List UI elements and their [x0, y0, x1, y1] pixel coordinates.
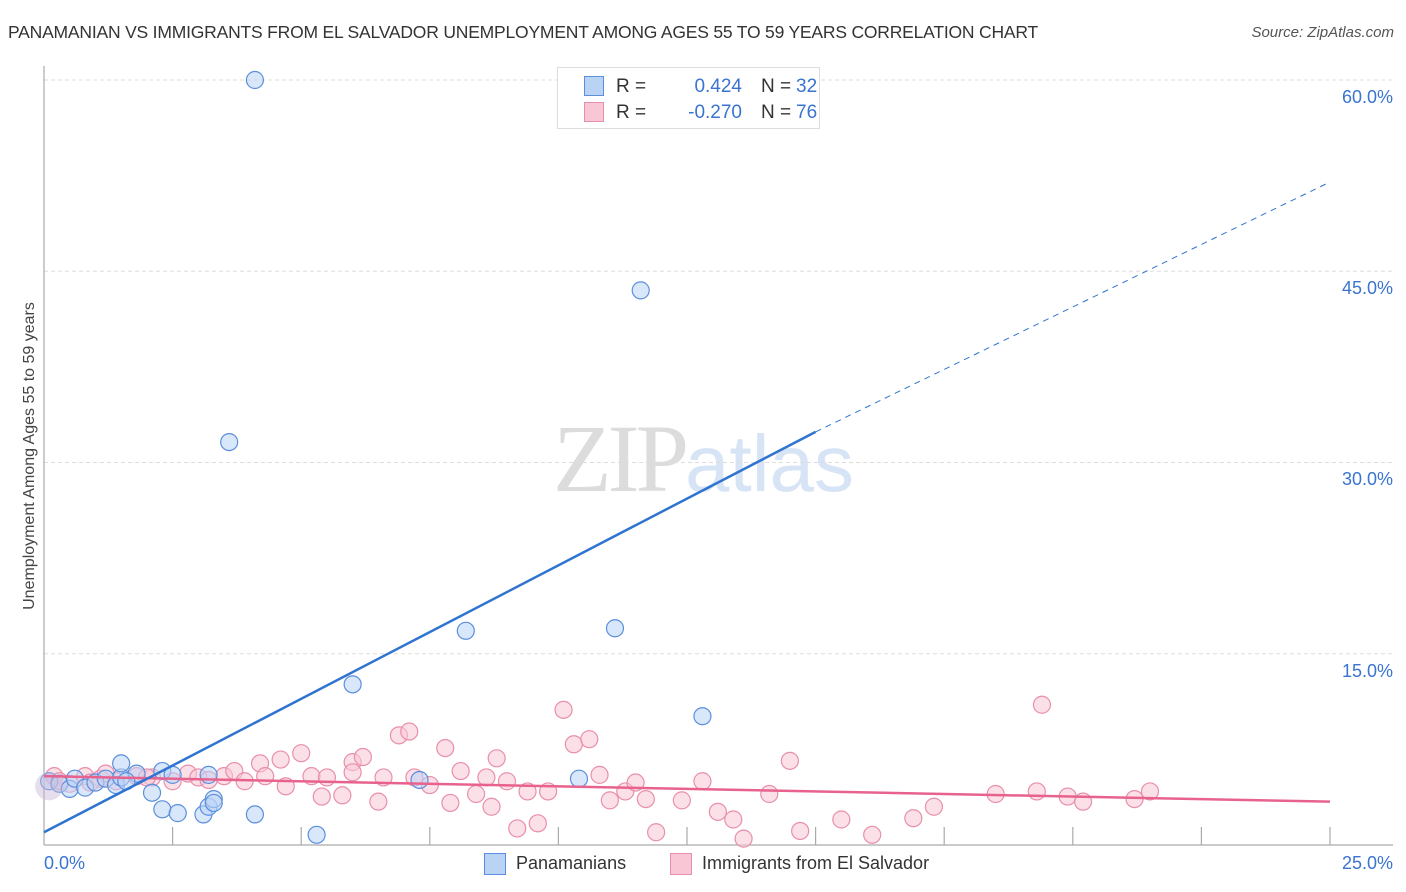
data-point [791, 821, 810, 841]
data-point [112, 754, 131, 773]
data-point [636, 789, 655, 809]
data-point [312, 787, 331, 806]
data-point [466, 784, 486, 804]
data-point [292, 744, 311, 763]
data-point [554, 700, 573, 719]
data-point [600, 791, 619, 810]
data-point [508, 819, 527, 838]
data-point [333, 786, 352, 805]
data-point [518, 782, 537, 801]
x-tick-min: 0.0% [44, 853, 86, 873]
n-value: 32 [796, 76, 818, 97]
trend-line-el-salvador [43, 774, 1331, 803]
data-point [482, 797, 501, 816]
data-point [343, 763, 362, 782]
gridlines [44, 79, 1393, 655]
data-point [647, 823, 666, 842]
legend-label: Immigrants from El Salvador [702, 853, 930, 873]
r-value: -0.270 [688, 102, 742, 123]
data-point [605, 619, 625, 638]
data-point [317, 768, 337, 787]
data-point [220, 433, 239, 452]
data-point [863, 825, 882, 844]
data-point [724, 810, 743, 829]
axes [43, 66, 1393, 846]
data-point [245, 805, 265, 824]
trend-line-panamanians-extrapolated [815, 181, 1331, 433]
y-tick-30: 30.0% [1341, 469, 1393, 489]
data-point [487, 749, 506, 768]
panamanians-swatch-icon [584, 76, 604, 96]
el-salvador-swatch-icon [584, 102, 604, 122]
data-point [168, 804, 187, 823]
y-tick-15: 15.0% [1341, 661, 1393, 681]
data-point [1140, 782, 1160, 801]
series-panamanians-points [35, 70, 712, 844]
data-point [142, 783, 162, 802]
data-point [590, 765, 609, 784]
data-point [1027, 782, 1046, 801]
data-point [199, 765, 218, 784]
r-label: R = [616, 76, 647, 97]
data-point [353, 747, 373, 767]
data-point [343, 675, 362, 694]
data-point [564, 735, 583, 754]
data-point [451, 761, 470, 781]
n-label: N = [761, 102, 792, 123]
data-point [436, 738, 455, 758]
data-point [580, 730, 599, 749]
chart-title: PANAMANIAN VS IMMIGRANTS FROM EL SALVADO… [8, 22, 1038, 42]
data-point [245, 70, 265, 90]
watermark-atlas: atlas [685, 419, 854, 508]
legend-label: Panamanians [516, 853, 627, 873]
data-point [153, 800, 172, 819]
data-point [400, 722, 419, 741]
panamanians-swatch-icon [484, 853, 506, 875]
data-point [369, 792, 388, 811]
data-point [780, 751, 799, 770]
source-label: Source: ZipAtlas.com [1251, 24, 1394, 41]
data-point [904, 809, 923, 828]
data-point [477, 768, 496, 787]
data-point [1032, 695, 1052, 714]
r-value: 0.424 [694, 76, 742, 97]
data-point [924, 797, 944, 816]
data-point [760, 784, 779, 804]
data-point [307, 825, 326, 844]
data-point [832, 810, 851, 829]
data-point [693, 772, 712, 791]
trend-lines [43, 181, 1331, 834]
data-point [672, 791, 691, 810]
correlation-stats-box: R = 0.424 N = 32 R = -0.270 N = 76 [557, 67, 820, 129]
data-point [441, 793, 460, 813]
data-point [271, 750, 290, 769]
y-tick-60: 60.0% [1341, 87, 1393, 107]
data-point [497, 772, 517, 791]
data-point [693, 707, 712, 726]
data-point [734, 829, 753, 848]
trend-line-panamanians [43, 430, 817, 834]
data-point [631, 281, 650, 300]
r-label: R = [616, 102, 647, 123]
n-value: 76 [796, 102, 818, 123]
data-point [256, 767, 275, 786]
data-point [410, 770, 429, 790]
data-point [528, 814, 547, 833]
n-label: N = [761, 76, 792, 97]
watermark-zip: ZIP [553, 405, 689, 512]
watermark: ZIPatlas [553, 403, 854, 514]
x-tick-max: 25.0% [1341, 853, 1393, 873]
data-point [569, 769, 589, 788]
data-point [708, 802, 727, 821]
el-salvador-swatch-icon [670, 853, 692, 875]
data-point-cluster [35, 772, 64, 801]
y-tick-45: 45.0% [1341, 278, 1393, 298]
data-point [456, 621, 475, 640]
data-point [204, 793, 223, 813]
